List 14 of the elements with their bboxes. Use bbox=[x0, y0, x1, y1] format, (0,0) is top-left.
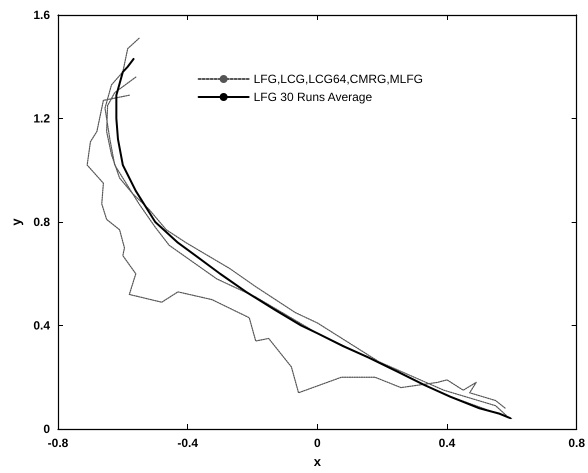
x-tick-label: 0.4 bbox=[438, 436, 456, 450]
y-tick-label: 1.6 bbox=[33, 8, 50, 22]
y-axis-title: y bbox=[8, 218, 24, 226]
x-tick-label: 0 bbox=[314, 436, 321, 450]
y-tick-label: 0.4 bbox=[33, 318, 50, 332]
x-axis-title: x bbox=[314, 454, 322, 469]
x-tick-label: -0.8 bbox=[48, 436, 69, 450]
x-tick-label: 0.8 bbox=[568, 436, 586, 450]
y-tick-label: 1.2 bbox=[33, 112, 50, 126]
legend-label: LFG,LCG,LCG64,CMRG,MLFG bbox=[254, 72, 424, 86]
x-tick-label: -0.4 bbox=[177, 436, 198, 450]
y-tick-label: 0 bbox=[43, 422, 50, 436]
y-tick-label: 0.8 bbox=[33, 215, 50, 229]
legend-label: LFG 30 Runs Average bbox=[254, 90, 372, 104]
